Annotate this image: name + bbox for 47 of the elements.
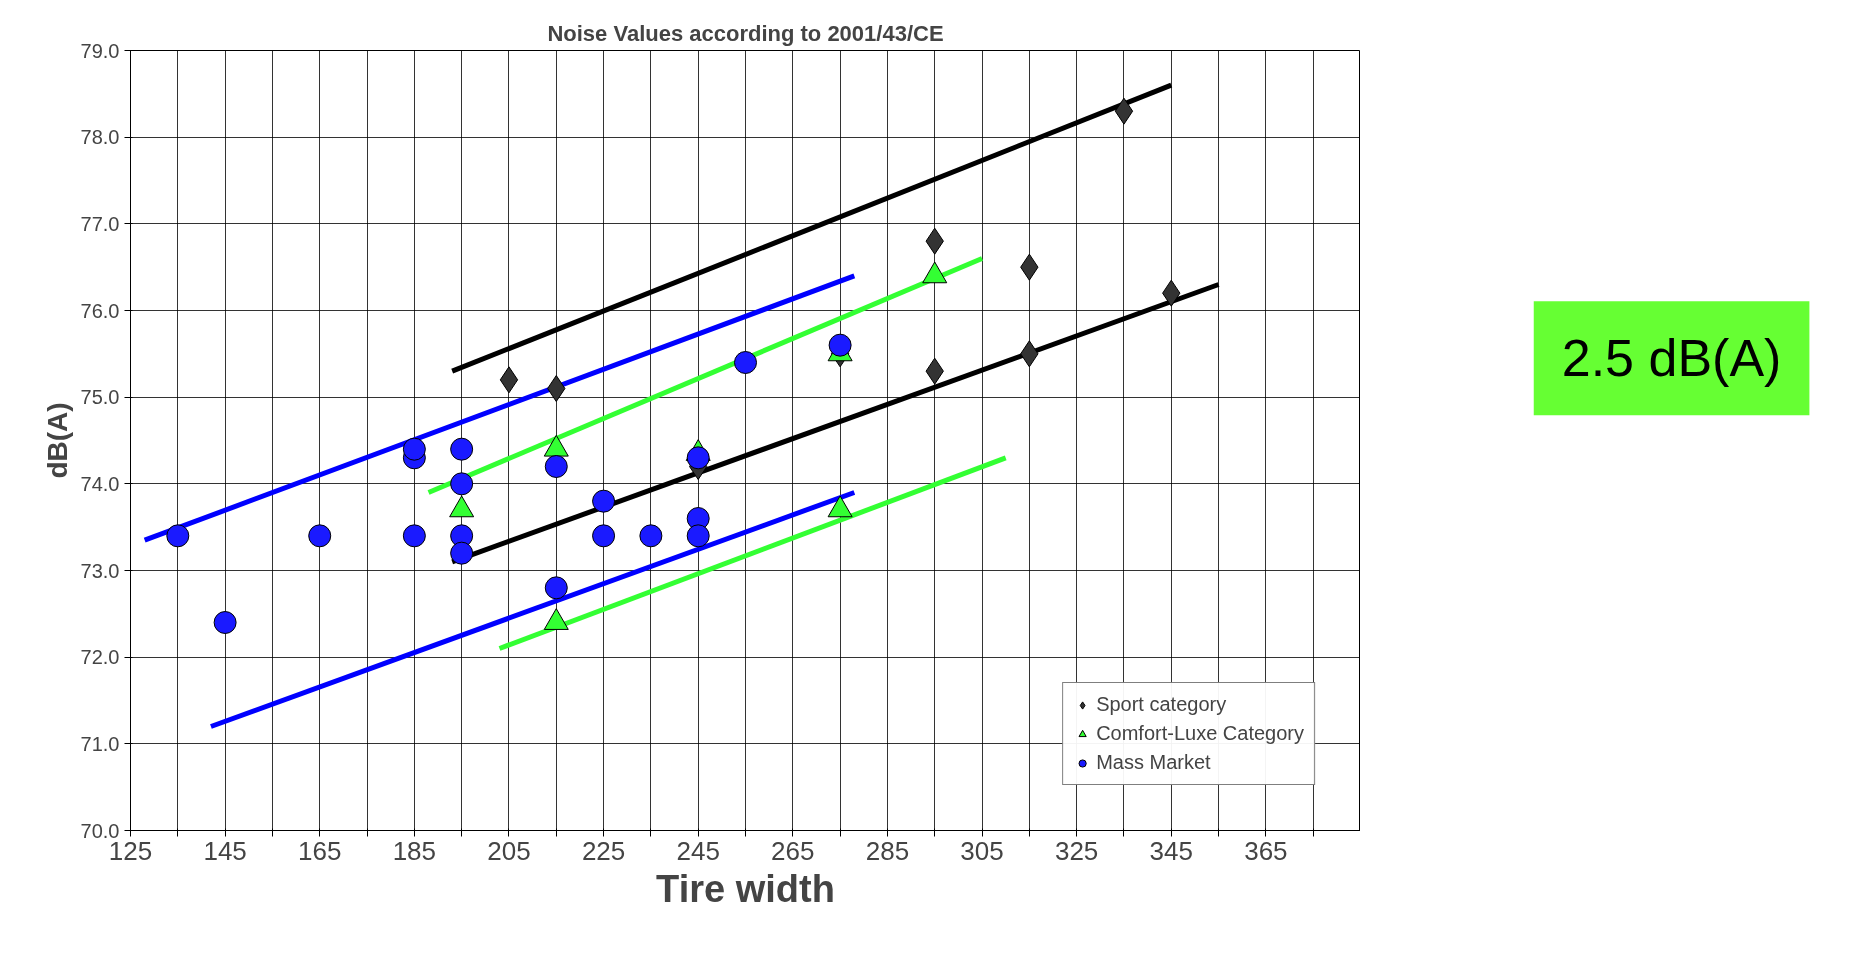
x-tick-label: 205 bbox=[487, 835, 531, 866]
text: 2.5 dB(A) bbox=[1561, 329, 1782, 388]
point bbox=[686, 446, 710, 470]
point bbox=[166, 524, 190, 548]
x-tick-label: 285 bbox=[865, 835, 910, 866]
x-tick-label: 165 bbox=[298, 835, 342, 866]
x-tick-label: 245 bbox=[676, 835, 720, 866]
point bbox=[734, 351, 757, 374]
point bbox=[402, 524, 426, 548]
legend-label: Comfort-Luxe Category bbox=[1096, 722, 1304, 745]
y-tick-label: 73.0 bbox=[80, 559, 120, 582]
point bbox=[499, 366, 519, 394]
point bbox=[402, 437, 426, 461]
x-tick-label: 325 bbox=[1054, 835, 1099, 866]
y-tick-label: 79.0 bbox=[80, 39, 120, 62]
y-tick-label: 72.0 bbox=[80, 646, 120, 669]
point bbox=[450, 437, 474, 461]
y-tick-label: 78.0 bbox=[80, 126, 120, 149]
point bbox=[544, 455, 568, 478]
x-tick-label: 365 bbox=[1244, 835, 1288, 866]
legend-label: Mass Market bbox=[1096, 751, 1211, 774]
y-tick-label: 75.0 bbox=[80, 386, 120, 409]
x-tick-label: 265 bbox=[771, 835, 815, 866]
y-tick-label: 74.0 bbox=[80, 472, 120, 495]
point bbox=[547, 375, 566, 402]
y-tick-label: 76.0 bbox=[80, 299, 120, 322]
x-tick-label: 225 bbox=[581, 835, 626, 866]
legend-label: Sport category bbox=[1096, 693, 1227, 716]
point bbox=[450, 472, 474, 496]
y-tick-label: 77.0 bbox=[80, 212, 120, 235]
y-tick-label: 71.0 bbox=[80, 732, 120, 755]
point bbox=[308, 524, 332, 548]
x-tick-label: 305 bbox=[960, 835, 1004, 866]
x-tick-label: 145 bbox=[203, 835, 247, 866]
chart-title: Noise Values according to 2001/43/CE bbox=[547, 20, 944, 46]
point bbox=[450, 541, 474, 565]
point bbox=[639, 524, 663, 548]
y-axis-title: dB(A) bbox=[41, 402, 73, 479]
point bbox=[1114, 97, 1134, 125]
point bbox=[544, 576, 568, 600]
x-axis-title: Tire width bbox=[656, 867, 835, 910]
point bbox=[592, 524, 616, 548]
point bbox=[213, 611, 237, 634]
point bbox=[592, 489, 616, 513]
x-tick-label: 185 bbox=[392, 835, 437, 866]
point bbox=[686, 524, 710, 548]
x-tick-label: 345 bbox=[1149, 835, 1193, 866]
